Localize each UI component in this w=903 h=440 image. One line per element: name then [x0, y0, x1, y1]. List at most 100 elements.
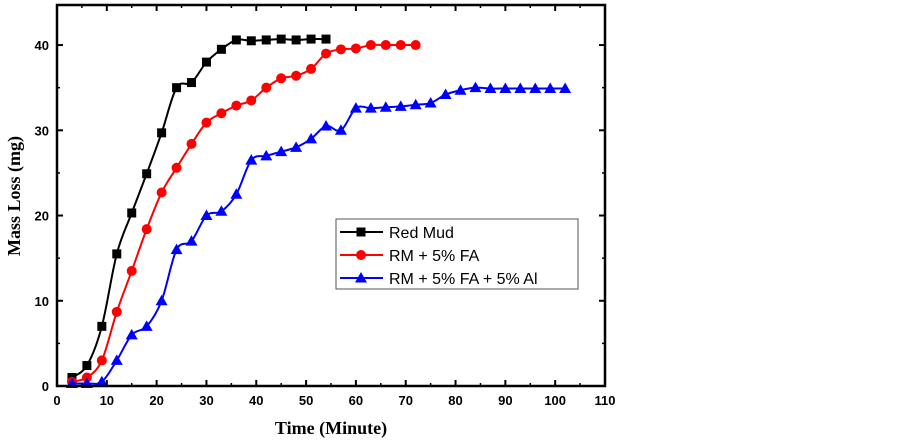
y-tick-label: 30 [35, 123, 49, 138]
y-axis-label: Mass Loss (mg) [4, 136, 25, 256]
data-point [276, 34, 286, 44]
legend-marker [356, 227, 366, 237]
legend-marker [356, 250, 366, 260]
data-point [380, 40, 391, 51]
data-point [142, 169, 152, 179]
data-point [291, 35, 301, 45]
x-tick-label: 90 [498, 393, 512, 408]
data-point [126, 265, 137, 276]
data-point [231, 100, 242, 111]
data-point [172, 83, 182, 93]
x-tick-label: 20 [149, 393, 163, 408]
data-point [469, 81, 482, 93]
x-tick-label: 110 [595, 393, 616, 408]
data-point [335, 44, 346, 55]
data-point [395, 40, 406, 51]
series-red-mud [67, 34, 331, 382]
data-point [200, 209, 213, 221]
x-tick-label: 0 [53, 393, 60, 408]
legend: Red Mud RM + 5% FA RM + 5% FA + 5% Al [335, 218, 579, 290]
x-tick-label: 100 [544, 393, 566, 408]
data-point [424, 97, 437, 108]
data-point [201, 117, 212, 128]
data-point [111, 306, 122, 317]
x-tick-label: 30 [199, 393, 213, 408]
data-point [394, 100, 407, 111]
data-point [246, 95, 257, 106]
x-tick-label: 60 [349, 393, 363, 408]
data-point [529, 82, 542, 94]
data-point [454, 84, 467, 95]
data-point [140, 320, 153, 331]
series-rm-5-fa [66, 40, 421, 387]
data-point [171, 162, 182, 173]
y-tick-label: 40 [35, 38, 49, 53]
data-point [187, 78, 197, 88]
y-tick-label: 20 [35, 209, 49, 224]
data-point [156, 187, 167, 198]
x-tick-label: 50 [299, 393, 313, 408]
data-point [559, 82, 572, 94]
x-axis-label: Time (Minute) [275, 418, 387, 439]
data-point [215, 205, 228, 216]
series-line [71, 38, 327, 379]
data-point [112, 249, 122, 259]
series-line [71, 86, 566, 385]
data-point [349, 102, 362, 113]
data-point [216, 108, 227, 119]
data-point [157, 128, 167, 138]
data-point [499, 82, 512, 94]
data-point [306, 34, 316, 44]
data-point [306, 63, 317, 74]
data-point [334, 124, 347, 135]
legend-label: RM + 5% FA [389, 248, 480, 265]
data-point [82, 361, 92, 371]
data-point [409, 98, 422, 110]
data-point [320, 120, 333, 131]
data-point [170, 243, 183, 255]
x-tick-label: 80 [448, 393, 462, 408]
data-point [276, 73, 287, 84]
series-line [71, 43, 416, 383]
y-tick-label: 0 [42, 379, 49, 394]
data-point [321, 34, 331, 44]
legend-label: RM + 5% FA + 5% Al [389, 271, 538, 288]
data-point [484, 82, 497, 94]
data-point [246, 36, 256, 46]
data-point [364, 102, 377, 113]
legend-marker [355, 272, 367, 283]
data-point [155, 294, 168, 306]
data-point [365, 40, 376, 51]
data-point [110, 354, 123, 365]
data-point [141, 224, 152, 235]
data-point [95, 375, 108, 387]
data-point [201, 57, 211, 67]
x-tick-label: 70 [398, 393, 412, 408]
data-point [127, 208, 137, 218]
data-point [321, 48, 332, 59]
data-point [96, 355, 107, 366]
data-point [261, 82, 272, 93]
data-point [216, 44, 226, 54]
data-point [350, 43, 361, 54]
data-point [514, 82, 527, 94]
data-point [291, 70, 302, 81]
data-point [231, 35, 241, 45]
data-point [410, 40, 421, 51]
data-point [230, 188, 243, 199]
data-point [544, 82, 557, 94]
data-point [290, 141, 303, 152]
data-point [125, 328, 138, 340]
legend-label: Red Mud [389, 225, 454, 242]
x-tick-label: 40 [249, 393, 263, 408]
data-point [260, 149, 273, 161]
data-point [186, 138, 197, 149]
data-point [379, 101, 392, 112]
data-point [305, 132, 318, 144]
data-point [261, 35, 271, 45]
x-tick-label: 10 [100, 393, 114, 408]
data-point [185, 235, 198, 246]
data-point [275, 145, 288, 157]
data-point [97, 321, 107, 331]
